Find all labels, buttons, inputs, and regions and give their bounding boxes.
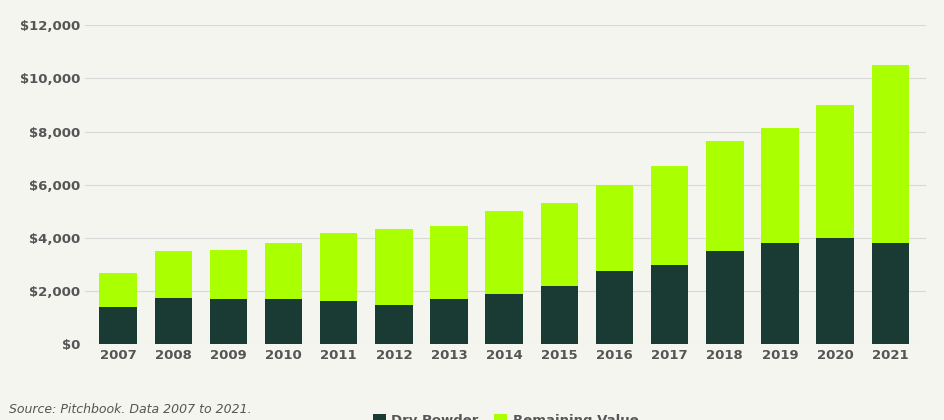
Legend: Dry Powder, Remaining Value: Dry Powder, Remaining Value [367,409,643,420]
Bar [540,203,578,286]
Bar [540,286,578,344]
Bar [430,226,467,299]
Bar [155,251,192,298]
Bar [99,307,137,344]
Bar [264,299,302,344]
Bar [650,166,687,265]
Bar [816,238,853,344]
Bar [320,301,357,344]
Bar [870,243,908,344]
Bar [705,251,743,344]
Bar [210,250,247,299]
Bar [816,105,853,238]
Bar [155,298,192,344]
Bar [595,271,632,344]
Bar [320,233,357,301]
Bar [375,304,413,344]
Bar [761,243,798,344]
Bar [264,243,302,299]
Bar [761,128,798,243]
Bar [485,211,522,294]
Bar [375,229,413,304]
Bar [650,265,687,344]
Bar [99,273,137,307]
Text: Source: Pitchbook. Data 2007 to 2021.: Source: Pitchbook. Data 2007 to 2021. [9,403,252,416]
Bar [595,185,632,271]
Bar [870,65,908,243]
Bar [485,294,522,344]
Bar [705,141,743,251]
Bar [210,299,247,344]
Bar [430,299,467,344]
